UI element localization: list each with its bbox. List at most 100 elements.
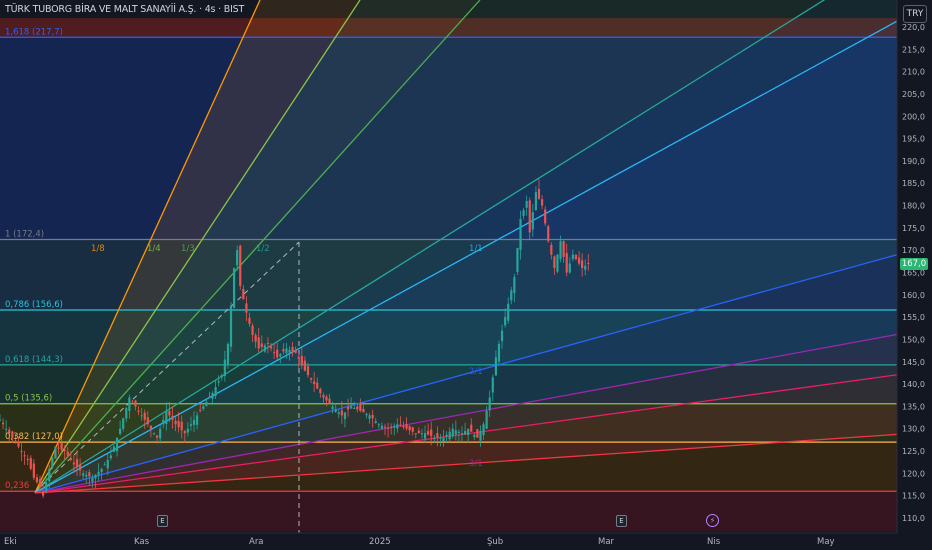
candle-body: [189, 424, 193, 426]
candle-body: [294, 350, 297, 353]
candle-body: [448, 431, 451, 440]
candle-body: [137, 410, 140, 412]
candle-body: [577, 257, 581, 264]
candle-body: [26, 458, 29, 460]
candle-body: [291, 347, 294, 352]
candles: [0, 179, 590, 499]
candle-body: [82, 473, 85, 476]
candle-body: [168, 410, 171, 416]
candle-body: [285, 348, 288, 354]
candle-body: [103, 464, 106, 466]
candle-body: [229, 305, 233, 347]
y-tick-label: 215,0: [902, 45, 925, 54]
candle-body: [325, 396, 328, 401]
candle-body: [507, 303, 510, 321]
candle-body: [140, 415, 143, 417]
fibonacci-band: [0, 364, 897, 404]
candle-body: [66, 451, 69, 456]
candle-body: [239, 245, 242, 286]
candle-body: [553, 256, 556, 269]
gann-fan-line: [34, 433, 897, 494]
candle-body: [383, 426, 387, 428]
candle-body: [11, 431, 14, 438]
candle-body: [479, 430, 482, 441]
gann-fan-line: [34, 0, 361, 494]
candle-body: [122, 418, 125, 429]
candle-body: [405, 424, 408, 429]
candle-body: [300, 355, 303, 365]
candle-body: [513, 276, 516, 294]
candle-body: [20, 451, 23, 453]
candle-body: [45, 482, 48, 492]
candle-body: [420, 433, 424, 435]
y-tick-label: 190,0: [902, 157, 925, 166]
candle-body: [94, 474, 97, 479]
y-tick-label: 165,0: [902, 269, 925, 278]
candle-body: [488, 397, 491, 411]
candle-body: [0, 419, 2, 421]
candle-body: [346, 406, 350, 410]
fibonacci-level-label: 0,618 (144,3): [5, 355, 63, 365]
candle-body: [537, 188, 541, 199]
candle-body: [457, 431, 461, 434]
candle-body: [439, 437, 442, 439]
candle-body: [51, 457, 54, 468]
candle-body: [260, 343, 263, 347]
fibonacci-band: [0, 442, 897, 492]
candle-body: [322, 395, 325, 398]
candle-body: [377, 424, 380, 426]
candle-body: [571, 254, 574, 259]
candle-body: [303, 360, 307, 371]
candle-body: [115, 437, 119, 452]
gann-fan-line: [34, 0, 481, 494]
candle-body: [427, 430, 430, 435]
x-tick-label: Ara: [249, 537, 264, 547]
candle-body: [63, 449, 66, 452]
fibonacci-band: [0, 18, 897, 38]
candle-body: [556, 254, 559, 272]
fibonacci-level-label: 0,382 (127,0): [5, 432, 63, 442]
gann-fan-label: 2/1: [469, 367, 483, 377]
candle-body: [399, 424, 402, 426]
candle-body: [396, 424, 399, 429]
fibonacci-lines: [0, 36, 897, 492]
candle-body: [100, 468, 103, 473]
y-tick-label: 185,0: [902, 179, 925, 188]
candle-body: [23, 455, 26, 457]
earnings-event-marker[interactable]: E: [616, 515, 627, 527]
candle-body: [581, 260, 584, 269]
lightning-icon[interactable]: ⚡: [706, 514, 719, 527]
y-tick-label: 220,0: [902, 23, 925, 32]
candle-body: [497, 343, 501, 362]
candle-body: [276, 349, 279, 358]
candle-body: [408, 426, 411, 431]
candle-body: [565, 253, 568, 273]
candle-body: [359, 404, 362, 411]
gann-fan-label: 3/1: [469, 459, 483, 469]
candle-body: [313, 381, 316, 385]
candle-body: [500, 330, 504, 342]
candle-body: [328, 398, 331, 404]
fibonacci-level-label: 0,5 (135,6): [5, 394, 52, 404]
candle-body: [245, 303, 248, 313]
candle-body: [54, 446, 57, 459]
candle-body: [273, 352, 276, 354]
candle-body: [72, 462, 76, 465]
candle-body: [155, 435, 159, 438]
earnings-event-marker[interactable]: E: [157, 515, 168, 527]
candle-body: [180, 421, 183, 431]
candle-body: [257, 337, 260, 349]
candle-body: [393, 425, 396, 428]
y-tick-label: 180,0: [902, 202, 925, 211]
x-tick-label: Kas: [134, 537, 150, 547]
candle-body: [473, 434, 476, 438]
fibonacci-band: [0, 491, 897, 532]
candle-body: [494, 357, 497, 376]
candle-body: [211, 393, 214, 399]
currency-button[interactable]: TRY: [903, 5, 927, 23]
candle-body: [547, 226, 550, 242]
x-tick-label: Nis: [707, 537, 721, 547]
y-tick-label: 210,0: [902, 68, 925, 77]
candle-body: [143, 412, 146, 420]
